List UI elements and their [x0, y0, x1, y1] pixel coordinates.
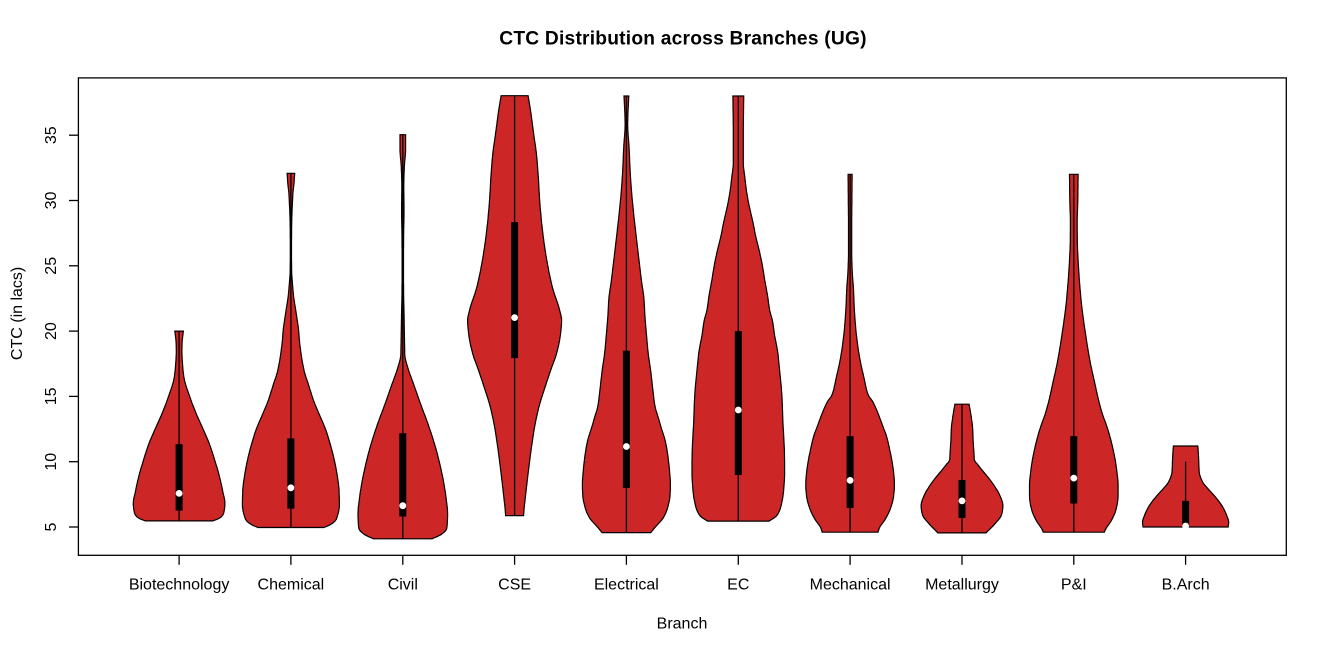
svg-text:Biotechnology: Biotechnology — [129, 577, 230, 594]
svg-text:Mechanical: Mechanical — [810, 577, 891, 594]
svg-text:Metallurgy: Metallurgy — [925, 577, 999, 594]
svg-text:30: 30 — [43, 192, 60, 210]
svg-text:35: 35 — [43, 126, 60, 144]
svg-text:20: 20 — [43, 322, 60, 340]
svg-text:CSE: CSE — [498, 577, 531, 594]
svg-text:Branch: Branch — [657, 616, 708, 633]
svg-text:B.Arch: B.Arch — [1162, 577, 1210, 594]
svg-text:CTC (in lacs): CTC (in lacs) — [9, 267, 26, 360]
svg-text:P&I: P&I — [1061, 577, 1087, 594]
svg-text:10: 10 — [43, 453, 60, 471]
svg-text:Electrical: Electrical — [594, 577, 659, 594]
svg-text:15: 15 — [43, 387, 60, 405]
svg-text:CTC Distribution across Branch: CTC Distribution across Branches (UG) — [499, 29, 866, 50]
svg-text:5: 5 — [43, 522, 60, 531]
svg-text:EC: EC — [727, 577, 749, 594]
svg-text:Civil: Civil — [388, 577, 418, 594]
svg-text:Chemical: Chemical — [258, 577, 325, 594]
svg-text:25: 25 — [43, 257, 60, 275]
